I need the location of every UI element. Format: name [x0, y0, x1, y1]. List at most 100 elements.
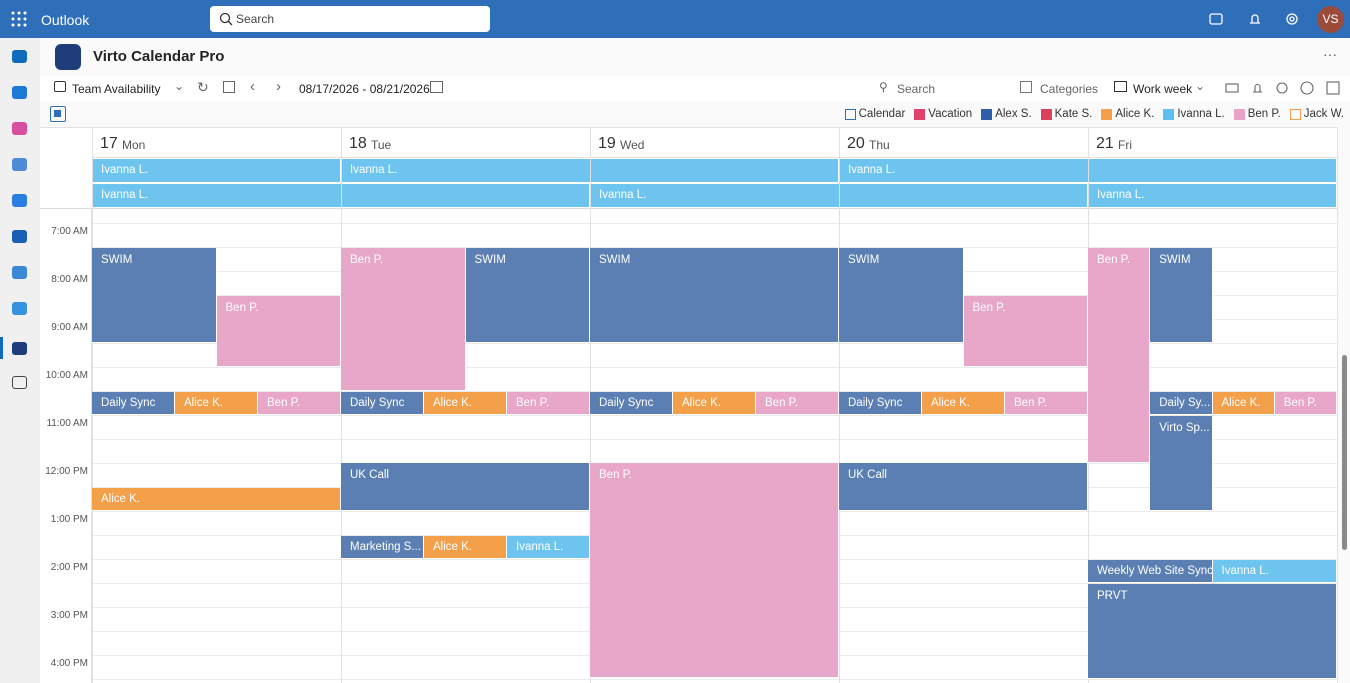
event[interactable]: SWIM — [465, 248, 590, 343]
event[interactable]: Daily Sy... — [1150, 392, 1213, 415]
day-number: 17 — [100, 135, 118, 152]
org-icon[interactable] — [12, 266, 27, 279]
date-picker[interactable] — [430, 81, 443, 93]
grid-line — [92, 415, 1337, 416]
virto-icon[interactable] — [12, 342, 27, 355]
active-indicator — [0, 337, 3, 359]
time-label: 12:00 PM — [45, 466, 88, 477]
date-range[interactable]: 08/17/2026 - 08/21/2026 — [299, 82, 430, 96]
event[interactable]: Ben P. — [216, 296, 341, 367]
event[interactable]: Ben P. — [756, 392, 839, 415]
time-label: 1:00 PM — [50, 514, 88, 525]
event[interactable]: Daily Sync — [590, 392, 673, 415]
event[interactable]: Ben P. — [341, 248, 466, 391]
event[interactable]: Ben P. — [1005, 392, 1088, 415]
time-label: 4:00 PM — [50, 658, 88, 669]
view-selector[interactable]: Team Availability — [72, 82, 161, 96]
legend-item[interactable]: Calendar — [844, 108, 905, 120]
toolbar: Team Availability ⌄ ↻ ‹ › 08/17/2026 - 0… — [40, 76, 1350, 102]
app-launcher[interactable] — [11, 11, 27, 27]
event[interactable]: PRVT — [1088, 584, 1337, 679]
event[interactable]: Ben P. — [258, 392, 341, 415]
onedrive-icon[interactable] — [12, 302, 27, 315]
people-icon[interactable] — [12, 158, 27, 171]
event[interactable]: Alice K. — [1212, 392, 1275, 415]
legend-item[interactable]: Jack W. — [1289, 108, 1344, 120]
legend-item[interactable]: Vacation — [914, 108, 972, 120]
search-placeholder: Search — [236, 12, 275, 26]
legend-item[interactable]: Ivanna L. — [1163, 108, 1225, 120]
scrollbar[interactable] — [1340, 127, 1350, 683]
event[interactable]: Alice K. — [92, 488, 341, 511]
categories[interactable]: Categories — [1040, 82, 1099, 96]
left-rail — [0, 38, 40, 683]
event[interactable]: Daily Sync — [341, 392, 424, 415]
mail-icon[interactable] — [12, 50, 27, 63]
today[interactable] — [223, 81, 235, 93]
event[interactable]: Ben P. — [1088, 248, 1151, 463]
time-label: 8:00 AM — [51, 274, 88, 285]
event[interactable]: Daily Sync — [839, 392, 922, 415]
event[interactable]: SWIM — [92, 248, 217, 343]
event[interactable]: UK Call — [341, 463, 590, 511]
refresh[interactable]: ↻ — [197, 79, 209, 95]
event[interactable]: Alice K. — [424, 392, 507, 415]
dropdown[interactable]: ⌄ — [174, 79, 185, 93]
legend-swatch — [1163, 108, 1175, 120]
mode-selector[interactable]: Work week — [1133, 82, 1193, 96]
copilot-icon[interactable] — [12, 122, 27, 135]
top-bar: Outlook Search VS — [0, 0, 1350, 38]
event[interactable]: Ben P. — [963, 296, 1088, 367]
todo-icon[interactable] — [12, 194, 27, 207]
time-label: 9:00 AM — [51, 322, 88, 333]
event[interactable]: Daily Sync — [92, 392, 175, 415]
event[interactable]: Marketing S... — [341, 536, 424, 559]
app-name[interactable]: Outlook — [41, 12, 90, 28]
files-icon[interactable] — [12, 230, 27, 243]
legend-item[interactable]: Kate S. — [1040, 108, 1093, 120]
grid-line — [92, 367, 1337, 368]
event[interactable]: UK Call — [839, 463, 1088, 511]
top-icons[interactable] — [1208, 11, 1308, 27]
event[interactable]: Alice K. — [175, 392, 258, 415]
legend-label: Ivanna L. — [1177, 108, 1225, 120]
calendar: 17 Mon 18 Tue 19 Wed 20 Thu 21 Fri Ivanna L. Ivanna… — [40, 127, 1338, 683]
search-box[interactable]: Search — [210, 6, 490, 32]
grid-line — [92, 679, 1337, 680]
event[interactable]: Ivanna L. — [507, 536, 590, 559]
legend-label: Kate S. — [1054, 108, 1093, 120]
categories-icon — [1020, 81, 1032, 93]
legend-label: Vacation — [928, 108, 973, 120]
mode-dropdown[interactable]: ⌄ — [1195, 79, 1206, 93]
calendar-icon[interactable] — [12, 86, 27, 99]
event[interactable]: Virto Sp... — [1150, 416, 1213, 511]
event[interactable]: Ivanna L. — [1212, 560, 1337, 583]
event[interactable]: SWIM — [1150, 248, 1213, 343]
legend-swatch — [914, 108, 926, 120]
tool-icons[interactable] — [1225, 80, 1340, 96]
legend-item[interactable]: Alice K. — [1101, 108, 1154, 120]
event[interactable]: Ben P. — [507, 392, 590, 415]
apps-icon[interactable] — [12, 376, 27, 389]
all-day-divider — [40, 208, 1337, 209]
legend-item[interactable]: Ben P. — [1233, 108, 1281, 120]
avatar[interactable]: VS — [1317, 6, 1344, 33]
all-day-event[interactable]: Ivanna L. — [1088, 184, 1337, 208]
event[interactable]: Alice K. — [922, 392, 1005, 415]
event[interactable]: SWIM — [590, 248, 839, 343]
day-number: 19 — [598, 135, 616, 152]
toolbar-search[interactable]: Search — [897, 82, 936, 96]
event[interactable]: Ben P. — [590, 463, 839, 678]
event[interactable]: Alice K. — [673, 392, 756, 415]
more-menu[interactable]: ··· — [1323, 46, 1337, 62]
event[interactable]: Ben P. — [1274, 392, 1337, 415]
all-day-event[interactable]: Ivanna L. — [92, 159, 341, 183]
next[interactable]: › — [276, 78, 281, 95]
event[interactable]: Alice K. — [424, 536, 507, 559]
event[interactable]: Weekly Web Site Sync — [1088, 560, 1213, 583]
event[interactable]: SWIM — [839, 248, 964, 343]
legend-item[interactable]: Alex S. — [981, 108, 1032, 120]
select-all[interactable] — [50, 106, 66, 122]
prev[interactable]: ‹ — [250, 78, 255, 95]
